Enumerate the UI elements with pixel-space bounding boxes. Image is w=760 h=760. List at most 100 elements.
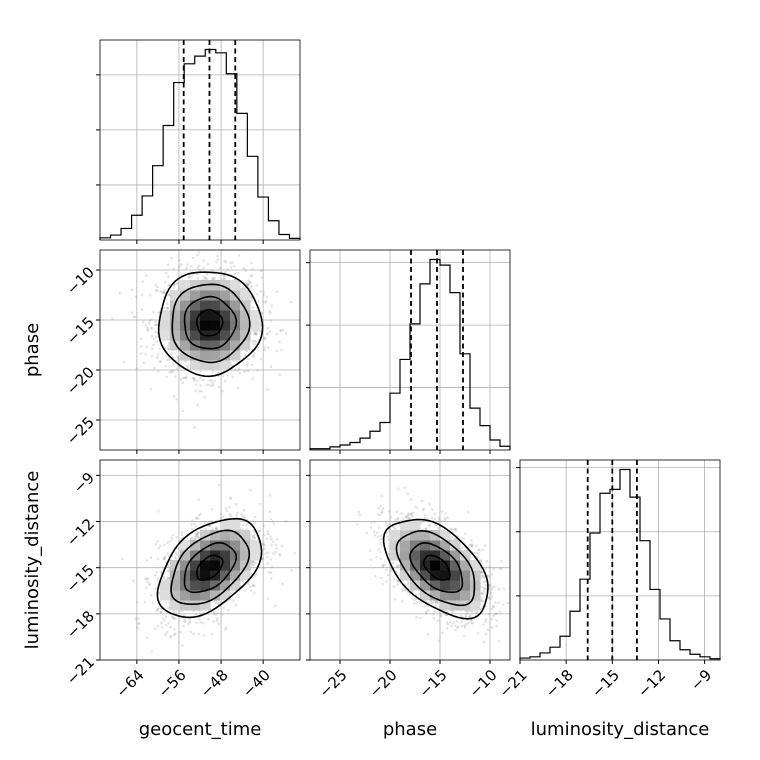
scatter-point: [183, 619, 186, 623]
scatter-point: [483, 587, 486, 591]
density-cell: [220, 570, 231, 581]
scatter-point: [384, 521, 388, 525]
scatter-point: [157, 509, 160, 513]
density-cell: [230, 280, 241, 291]
scatter-point: [180, 644, 184, 647]
scatter-point: [255, 330, 259, 333]
scatter-point: [464, 532, 467, 536]
scatter-point: [263, 348, 267, 352]
scatter-point: [253, 331, 257, 334]
scatter-point: [251, 306, 254, 310]
scatter-point: [210, 507, 214, 511]
scatter-point: [149, 593, 153, 597]
scatter-point: [201, 621, 205, 625]
scatter-point: [208, 520, 211, 524]
scatter-point: [150, 334, 154, 338]
scatter-point: [162, 291, 165, 294]
scatter-point: [230, 246, 233, 249]
scatter-point: [249, 281, 253, 284]
scatter-point: [396, 517, 400, 521]
scatter-point: [492, 614, 496, 618]
scatter-point: [163, 288, 166, 292]
scatter-point: [211, 276, 214, 280]
scatter-point: [490, 617, 494, 621]
scatter-point: [156, 624, 160, 628]
scatter-point: [253, 591, 256, 595]
scatter-point: [268, 330, 272, 334]
scatter-point: [454, 624, 457, 628]
density-cell: [210, 350, 221, 361]
scatter-point: [190, 264, 193, 268]
scatter-point: [215, 619, 219, 622]
scatter-point: [198, 268, 202, 272]
scatter-point: [145, 559, 149, 562]
density-cell: [240, 340, 251, 351]
scatter-point: [212, 278, 216, 281]
scatter-point: [377, 548, 380, 551]
scatter-point: [245, 282, 249, 286]
scatter-point: [440, 631, 444, 635]
density-cell: [220, 580, 231, 591]
scatter-point: [379, 542, 383, 545]
scatter-point: [463, 626, 467, 629]
scatter-point: [263, 547, 267, 551]
density-cell: [230, 330, 241, 341]
scatter-point: [179, 630, 182, 634]
scatter-point: [211, 370, 215, 373]
scatter-point: [198, 610, 201, 613]
density-cell: [170, 310, 181, 321]
scatter-point: [152, 343, 155, 347]
scatter-point: [170, 536, 174, 540]
scatter-point: [136, 626, 139, 630]
scatter-point: [160, 625, 164, 629]
scatter-point: [250, 262, 253, 265]
scatter-point: [150, 650, 154, 653]
hist-panel-geocent_time: [96, 39, 301, 244]
scatter-point: [381, 564, 384, 567]
scatter-point: [488, 566, 492, 569]
scatter-point: [196, 379, 199, 383]
scatter-point: [256, 369, 260, 372]
scatter-point: [381, 507, 385, 510]
scatter-point: [197, 531, 200, 534]
pair-content-1: [100, 460, 300, 660]
scatter-point: [167, 263, 170, 266]
scatter-point: [146, 580, 149, 584]
scatter-point: [261, 557, 265, 561]
scatter-point: [265, 299, 268, 303]
scatter-point: [174, 553, 178, 556]
scatter-point: [172, 286, 176, 290]
density-cell: [220, 340, 231, 351]
scatter-point: [144, 352, 147, 356]
scatter-point: [266, 555, 269, 559]
scatter-point: [184, 375, 188, 379]
scatter-point: [411, 511, 415, 515]
scatter-point: [212, 620, 216, 623]
density-cell: [180, 300, 191, 311]
scatter-point: [437, 639, 441, 643]
scatter-point: [211, 382, 215, 385]
scatter-point: [414, 597, 418, 601]
scatter-point: [177, 554, 181, 557]
scatter-point: [453, 527, 457, 531]
scatter-point: [411, 514, 414, 518]
scatter-point: [254, 332, 258, 336]
scatter-point: [156, 577, 159, 580]
scatter-point: [373, 520, 376, 524]
scatter-point: [274, 543, 278, 547]
scatter-point: [279, 329, 282, 333]
scatter-point: [221, 515, 225, 519]
scatter-point: [183, 620, 187, 623]
density-cell: [200, 350, 211, 361]
scatter-point: [118, 291, 122, 295]
scatter-point: [433, 524, 436, 527]
scatter-point: [378, 513, 382, 517]
scatter-point: [137, 617, 140, 620]
scatter-point: [250, 299, 253, 303]
scatter-point: [193, 426, 196, 429]
scatter-point: [226, 374, 230, 377]
scatter-point: [259, 269, 263, 272]
scatter-point: [249, 275, 253, 278]
scatter-point: [486, 628, 490, 632]
scatter-point: [266, 551, 270, 554]
